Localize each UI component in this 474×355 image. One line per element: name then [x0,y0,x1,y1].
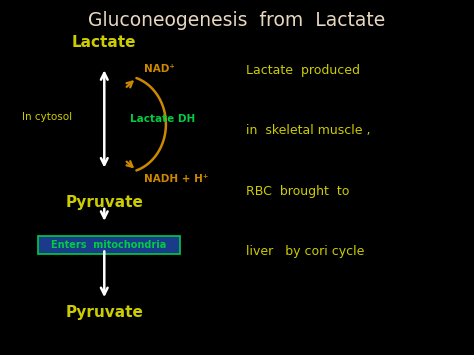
Text: NAD⁺: NAD⁺ [144,64,174,74]
Text: Lactate  produced: Lactate produced [246,64,361,77]
Text: NADH + H⁺: NADH + H⁺ [144,174,208,184]
Text: Lactate DH: Lactate DH [130,114,195,124]
Text: liver   by cori cycle: liver by cori cycle [246,245,365,258]
Text: in  skeletal muscle ,: in skeletal muscle , [246,124,371,137]
Text: In cytosol: In cytosol [22,112,73,122]
Text: Pyruvate: Pyruvate [65,305,143,320]
Text: Pyruvate: Pyruvate [65,195,143,210]
Text: Enters  mitochondria: Enters mitochondria [51,240,167,250]
Text: Lactate: Lactate [72,35,137,50]
FancyBboxPatch shape [38,236,180,254]
Text: Gluconeogenesis  from  Lactate: Gluconeogenesis from Lactate [88,11,386,30]
Text: RBC  brought  to: RBC brought to [246,185,350,198]
